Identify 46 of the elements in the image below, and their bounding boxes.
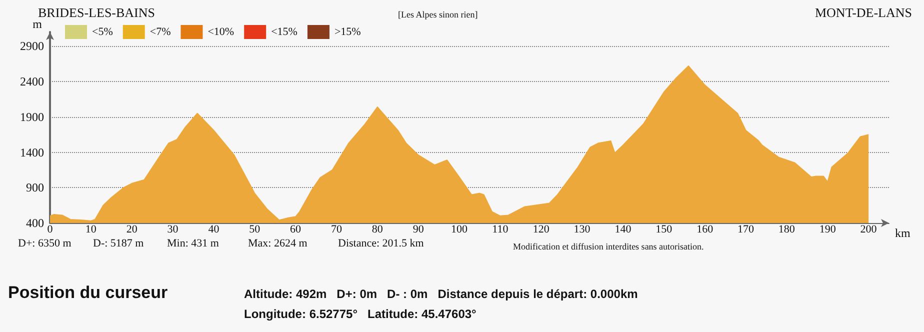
text: Min: 431 m xyxy=(167,238,220,250)
text: BRIDES-LES-BAINS xyxy=(38,5,156,20)
x-tick-label: 200 xyxy=(860,224,878,236)
x-tick-label: 90 xyxy=(412,224,424,236)
legend-label: <15% xyxy=(271,26,298,38)
x-tick-label: 160 xyxy=(696,224,714,236)
legend-label: <10% xyxy=(208,26,234,38)
text: Position du curseur xyxy=(8,283,168,302)
x-tick-label: 10 xyxy=(85,224,97,236)
text: Longitude: 6.52775° Latitude: 45.47603° xyxy=(244,307,477,321)
text: D+: 6350 m xyxy=(18,238,72,250)
text: Max: 2624 m xyxy=(248,238,308,250)
x-tick-label: 70 xyxy=(330,224,342,236)
legend-label: >15% xyxy=(334,26,361,38)
x-tick-label: 170 xyxy=(738,224,755,236)
x-tick-label: 130 xyxy=(574,224,591,236)
x-tick-label: 110 xyxy=(492,224,509,236)
legend-label: <5% xyxy=(92,26,113,38)
x-axis-title: km xyxy=(895,226,911,240)
y-axis-title: m xyxy=(32,17,43,31)
x-tick-label: 100 xyxy=(451,224,468,236)
text: MONT-DE-LANS xyxy=(814,5,912,20)
legend-label: <7% xyxy=(150,26,171,38)
y-tick-label: 2900 xyxy=(20,39,44,54)
x-tick-label: 40 xyxy=(208,224,220,236)
y-tick-label: 2400 xyxy=(20,74,44,89)
x-tick-label: 120 xyxy=(532,224,550,236)
text: D-: 5187 m xyxy=(93,238,144,250)
y-tick-label: 1400 xyxy=(20,145,44,160)
x-tick-label: 150 xyxy=(656,224,673,236)
x-tick-label: 180 xyxy=(778,224,796,236)
x-tick-label: 60 xyxy=(290,224,302,236)
y-tick-label: 1900 xyxy=(20,110,44,124)
x-tick-label: 0 xyxy=(47,224,54,236)
x-tick-label: 140 xyxy=(614,224,632,236)
text: Modification et diffusion interdites sans autorisation. xyxy=(513,242,704,252)
text: [Les Alpes sinon rien] xyxy=(398,10,478,20)
x-tick-label: 190 xyxy=(819,224,836,236)
x-tick-label: 50 xyxy=(249,224,261,236)
y-tick-label: 900 xyxy=(26,180,44,195)
x-tick-label: 30 xyxy=(167,224,179,236)
text: Altitude: 492m D+: 0m D- : 0m Distance depuis le départ: 0.000km xyxy=(244,287,638,301)
text: Distance: 201.5 km xyxy=(338,238,424,250)
x-tick-label: 80 xyxy=(372,224,384,236)
x-tick-label: 20 xyxy=(126,224,138,236)
y-tick-label: 400 xyxy=(26,216,44,230)
